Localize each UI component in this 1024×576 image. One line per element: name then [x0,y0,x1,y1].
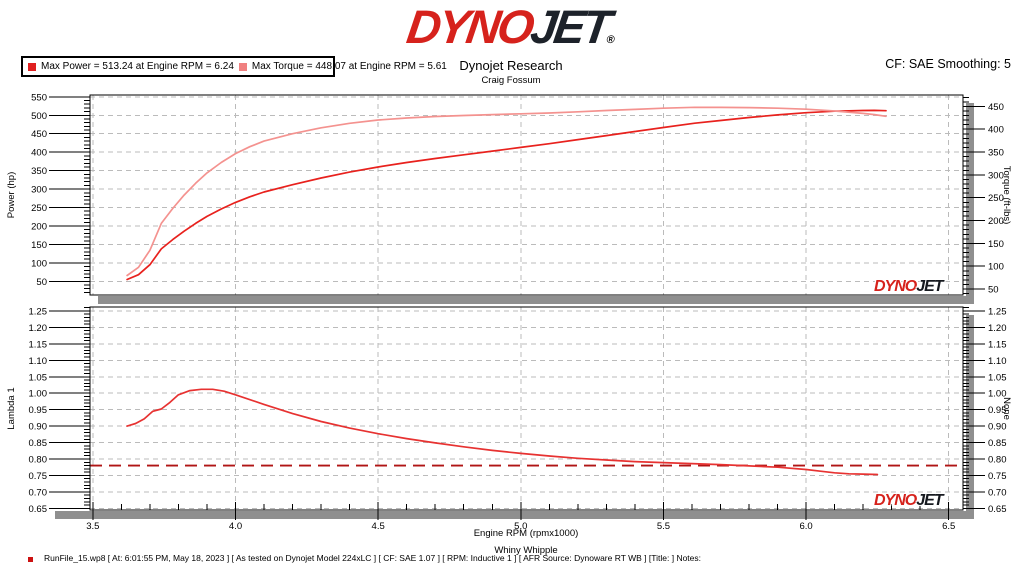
power-torque-chart: 50 100 150 200 250 300 350 400 450 500 550 Power (h… [6,92,1012,304]
y-tick-label: 1.05 [988,372,1007,383]
y-tick-label: 50 [36,277,47,288]
y-tick-label: 100 [988,262,1004,273]
y-tick-label: 1.10 [988,356,1007,367]
lambda-chart: 0.65 0.70 0.75 0.80 0.85 0.90 0.95 1.00 1.05 1.10… [6,306,1012,532]
y-tick-label: 0.95 [29,405,48,416]
max-torque-label: Max Torque = 448.07 at Engine RPM = 5.61 [251,61,447,72]
y-tick-label: 0.95 [988,405,1007,416]
watermark-dyno-text: DYNO [874,492,917,509]
chart-shadow-bottom [98,296,974,304]
y-tick-label: 0.70 [988,487,1007,498]
y-tick-label: 1.05 [29,372,48,383]
watermark-jet-text: JET [916,278,943,295]
y-tick-label: 400 [31,148,47,159]
operator-name: Craig Fossum [481,75,541,86]
lambda-curve [126,388,879,476]
x-tick-label: 3.5 [86,521,99,532]
y-tick-label: 1.00 [29,389,48,400]
x-tick-label: 4.5 [372,521,385,532]
y-tick-label: 0.85 [988,438,1007,449]
power-curve [126,109,887,281]
y-tick-label: 500 [31,111,47,122]
y-tick-label: 0.70 [29,487,48,498]
x-tick-label: 4.0 [229,521,242,532]
y-tick-label: 200 [31,221,47,232]
y-tick-label: 1.20 [988,323,1007,334]
x-tick-label: 6.0 [799,521,812,532]
vehicle-name: Whiny Whipple [494,545,558,556]
x-tick-label: 5.5 [657,521,670,532]
chart-shadow-right [966,103,974,304]
dynojet-watermark-bottom: DYNOJET [874,492,944,509]
y-tick-label: 0.90 [988,422,1007,433]
y-tick-label: 0.75 [29,471,48,482]
y-tick-label: 300 [988,170,1004,181]
y-tick-label: 400 [988,125,1004,136]
y-tick-label: 550 [31,92,47,103]
y-tick-label: 350 [988,148,1004,159]
y-tick-label: 250 [988,193,1004,204]
plot-frame [89,306,964,511]
watermark-jet-text: JET [916,492,943,509]
dynojet-logo: DYNOJET® [403,0,620,53]
y-tick-label: 1.20 [29,323,48,334]
dynojet-watermark-top: DYNOJET [874,278,944,295]
y-tick-label: 50 [988,285,999,296]
logo-dyno-text: DYNO [403,0,535,53]
y-tick-label: 0.65 [988,504,1007,515]
y-tick-label: 150 [31,240,47,251]
y-tick-label: 450 [31,129,47,140]
y-tick-label: 150 [988,239,1004,250]
torque-curve [126,106,887,277]
y-tick-label: 1.15 [29,339,48,350]
left-axis-title: Lambda 1 [6,387,17,429]
chart-shadow-right [966,315,974,519]
page-title: Dynojet Research [459,58,563,73]
y-tick-label: 250 [31,203,47,214]
power-legend-swatch [28,62,36,71]
max-values-legend: Max Power = 513.24 at Engine RPM = 6.24 … [21,56,447,77]
x-tick-label: 5.0 [514,521,527,532]
y-tick-label: 0.80 [988,455,1007,466]
right-axis-title: Torque (ft-lbs) [1001,166,1012,225]
smoothing-setting: CF: SAE Smoothing: 5 [885,57,1011,71]
y-tick-label: 300 [31,185,47,196]
y-tick-label: 1.25 [988,306,1007,317]
y-tick-label: 350 [31,166,47,177]
x-tick-label: 6.5 [942,521,955,532]
max-power-label: Max Power = 513.24 at Engine RPM = 6.24 [41,61,234,72]
y-tick-label: 0.90 [29,422,48,433]
y-tick-label: 1.25 [29,306,48,317]
watermark-dyno-text: DYNO [874,278,917,295]
logo-jet-text: JET [527,0,613,53]
torque-legend-swatch [238,62,247,71]
y-tick-label: 0.65 [29,504,48,515]
registered-mark-icon: ® [605,34,616,46]
y-tick-label: 1.15 [988,339,1007,350]
plot-frame [89,94,964,296]
chart-shadow-bottom [55,511,974,519]
y-tick-label: 0.85 [29,438,48,449]
run-info: RunFile_15.wp8 [ At: 6:01:55 PM, May 18,… [44,553,702,563]
right-axis-title: None [1001,397,1012,420]
y-tick-label: 1.10 [29,356,48,367]
y-tick-label: 200 [988,216,1004,227]
y-tick-label: 100 [31,258,47,269]
y-tick-label: 0.80 [29,455,48,466]
run-marker-icon [28,557,33,562]
y-tick-label: 0.75 [988,471,1007,482]
y-tick-label: 1.00 [988,389,1007,400]
left-axis-title: Power (hp) [6,172,17,218]
x-axis-title: Engine RPM (rpmx1000) [473,528,579,539]
y-tick-label: 450 [988,102,1004,113]
